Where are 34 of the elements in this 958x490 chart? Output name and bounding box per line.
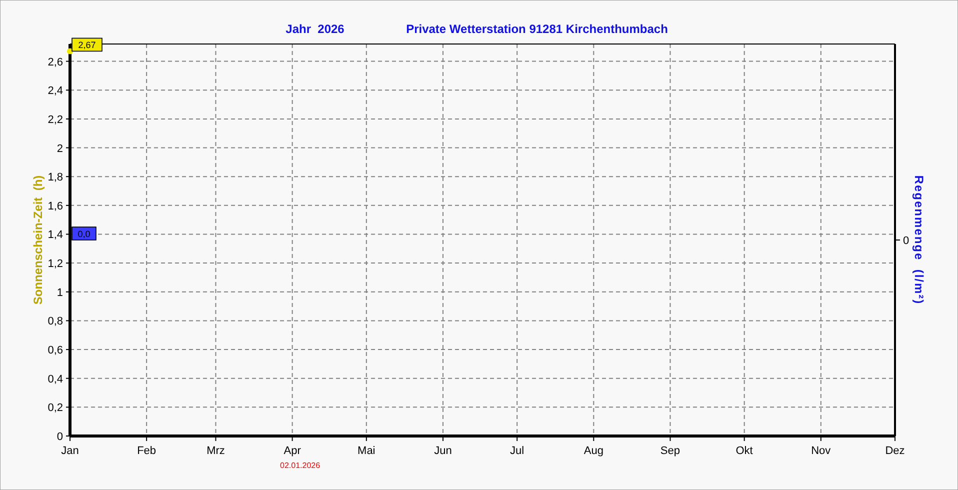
y-tick-label: 1,6 (48, 200, 63, 212)
y-tick-label: 1,8 (48, 172, 63, 184)
x-tick-label: Mai (358, 445, 376, 457)
x-tick-label: Aug (584, 445, 604, 457)
x-tick-label: Feb (137, 445, 156, 457)
y-tick-label: 1 (56, 286, 63, 299)
x-tick-label: Jan (61, 445, 79, 457)
y-tick-label: 1,4 (48, 229, 63, 242)
data-label: 2,67 (78, 40, 96, 50)
x-tick-label: Nov (811, 445, 832, 457)
x-tick-label: Dez (885, 445, 905, 457)
y-tick-label: 0,6 (48, 344, 63, 357)
y2-axis-title: Regenmenge (l/m²) (912, 175, 926, 305)
y-tick-label: 0,4 (48, 373, 63, 386)
chart-subtitle: Private Wetterstation 91281 Kirchenthumbach (406, 22, 668, 36)
x-tick-label: Jun (434, 445, 452, 457)
x-tick-label: Apr (284, 445, 302, 457)
chart-title: Jahr 2026 (286, 22, 345, 36)
y-tick-label: 1,2 (48, 258, 63, 270)
y-tick-label: 0,2 (48, 402, 63, 414)
text: 0 (903, 235, 910, 247)
x-tick-label: Jul (510, 445, 524, 457)
y-tick-label: 0,8 (48, 316, 63, 328)
x-tick-label: Sep (660, 445, 680, 457)
x-tick-label: Mrz (206, 445, 225, 457)
y-axis-title: Sonnenschein-Zeit (h) (31, 175, 45, 305)
y-tick-label: 0 (56, 431, 63, 443)
y-tick-label: 2 (56, 142, 63, 155)
x-tick-label: Okt (736, 445, 753, 457)
text: 02.01.2026 (280, 461, 321, 470)
y-tick-label: 2,4 (48, 85, 63, 98)
y-tick-label: 2,2 (48, 114, 63, 126)
annotation: 0,0 (78, 229, 90, 239)
y-tick-label: 2,6 (48, 56, 63, 68)
